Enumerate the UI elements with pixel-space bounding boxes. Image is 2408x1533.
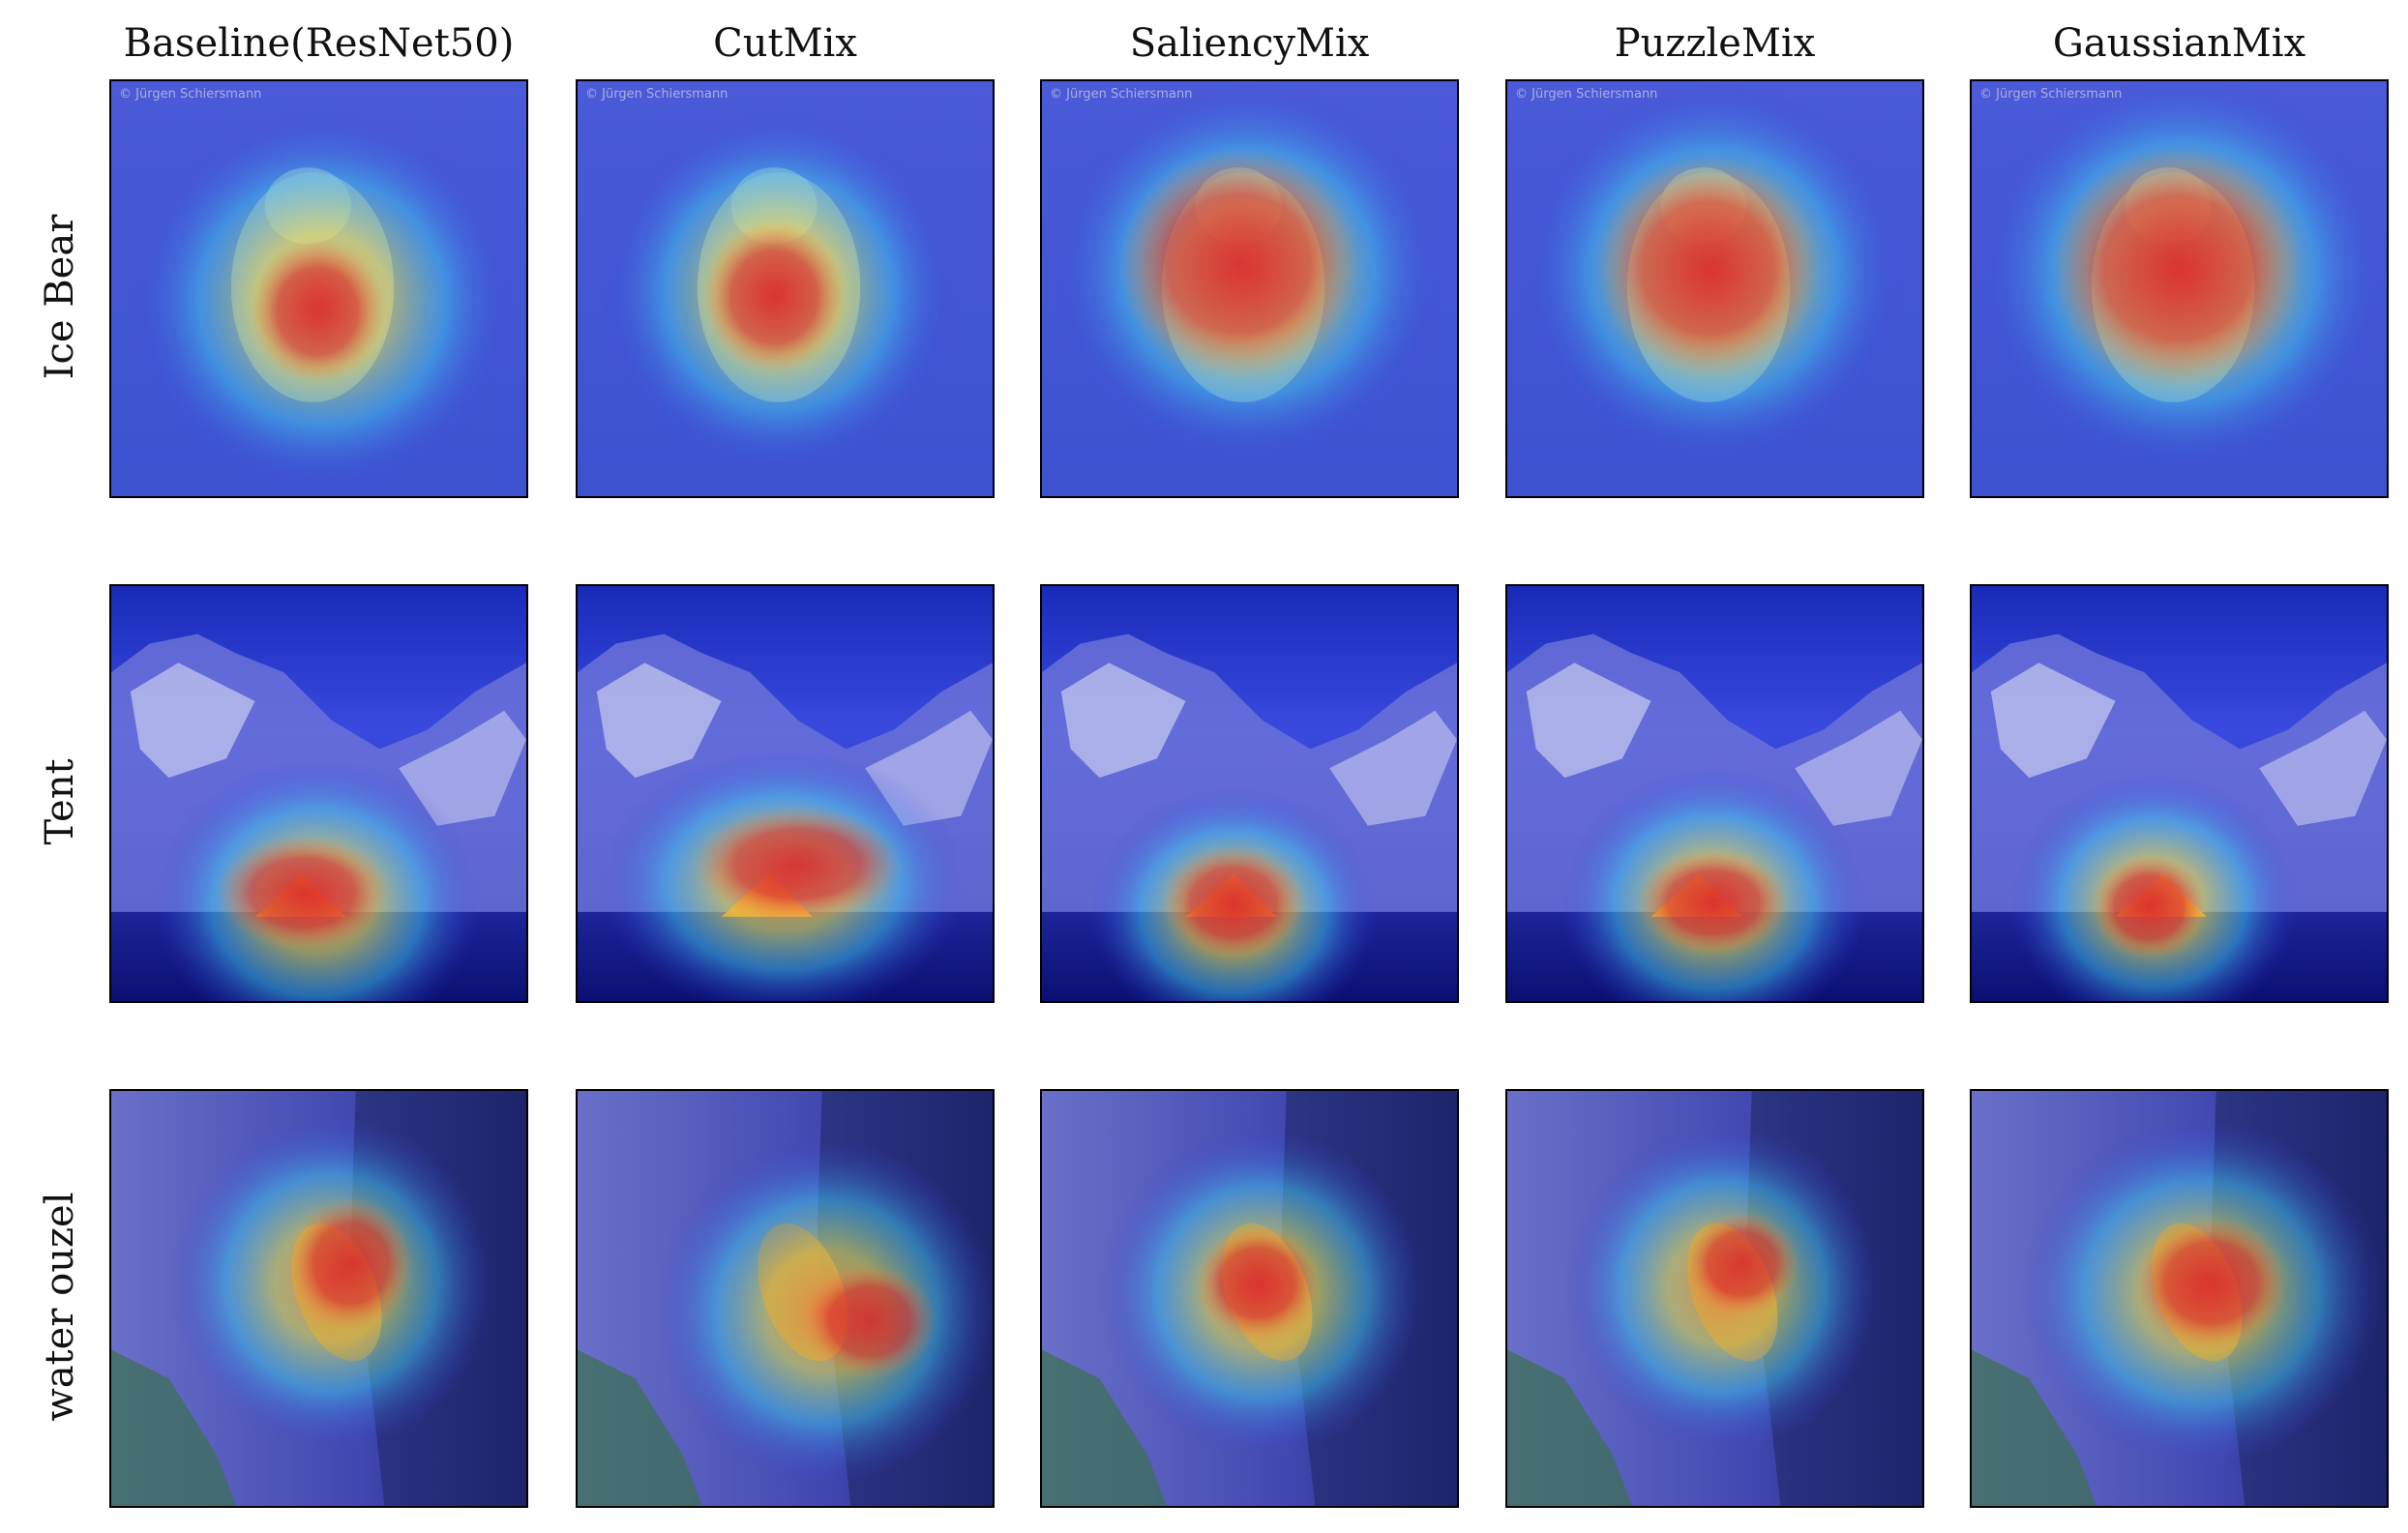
heatmap-hotspot bbox=[2053, 148, 2303, 389]
heatmap-hotspot bbox=[1684, 1210, 1800, 1316]
heatmap-panel-bear-2: © Jürgen Schiersmann bbox=[576, 79, 995, 498]
heatmap-hotspot bbox=[1598, 158, 1819, 379]
heatmap-panel-tent-5 bbox=[1970, 584, 2389, 1003]
snow-patch bbox=[1060, 663, 1186, 779]
heatmap-panel-bear-1: © Jürgen Schiersmann bbox=[109, 79, 528, 498]
heatmap-image bbox=[578, 81, 993, 496]
snow-patch bbox=[1526, 663, 1651, 779]
heatmap-panel-bird-3 bbox=[1040, 1089, 1459, 1508]
heatmap-image bbox=[1042, 586, 1457, 1001]
heatmap-hotspot bbox=[2134, 1215, 2288, 1350]
heatmap-hotspot bbox=[288, 1195, 414, 1331]
snow-patch bbox=[2259, 710, 2387, 826]
column-title: GaussianMix bbox=[2052, 21, 2306, 66]
column-title: CutMix bbox=[713, 21, 857, 66]
heatmap-hotspot bbox=[1161, 844, 1306, 960]
moss-rock bbox=[578, 1349, 702, 1506]
heatmap-image bbox=[578, 586, 993, 1001]
snow-patch bbox=[130, 663, 255, 779]
heatmap-panel-tent-1 bbox=[109, 584, 528, 1003]
heatmap-image bbox=[1507, 81, 1922, 496]
row-label-text: Tent bbox=[38, 758, 82, 845]
heatmap-panel-bear-4: © Jürgen Schiersmann bbox=[1505, 79, 1924, 498]
heatmap-panel-bird-2 bbox=[576, 1089, 995, 1508]
heatmap-panel-bird-4 bbox=[1505, 1089, 1924, 1508]
heatmap-image bbox=[111, 586, 526, 1001]
heatmap-image bbox=[111, 1091, 526, 1506]
heatmap-hotspot bbox=[1195, 1224, 1321, 1341]
photo-watermark: © Jürgen Schiersmann bbox=[1979, 87, 2123, 102]
heatmap-image bbox=[1042, 1091, 1457, 1506]
column-title: PuzzleMix bbox=[1614, 21, 1816, 66]
heatmap-panel-bear-3: © Jürgen Schiersmann bbox=[1040, 79, 1459, 498]
heatmap-image bbox=[111, 81, 526, 496]
moss-rock bbox=[1972, 1349, 2096, 1506]
row-label-text: water ouzel bbox=[38, 1192, 82, 1422]
photo-watermark: © Jürgen Schiersmann bbox=[585, 87, 728, 102]
heatmap-hotspot bbox=[1636, 849, 1791, 956]
photo-watermark: © Jürgen Schiersmann bbox=[119, 87, 262, 102]
column-title: Baseline(ResNet50) bbox=[123, 21, 515, 66]
snow-patch bbox=[1795, 710, 1922, 826]
heatmap-hotspot bbox=[2091, 854, 2207, 960]
heatmap-image bbox=[1972, 1091, 2387, 1506]
moss-rock bbox=[111, 1349, 236, 1506]
heatmap-hotspot bbox=[250, 239, 385, 384]
heatmap-hotspot bbox=[701, 220, 847, 374]
heatmap-panel-tent-3 bbox=[1040, 584, 1459, 1003]
heatmap-image bbox=[1042, 81, 1457, 496]
snow-patch bbox=[1329, 710, 1457, 826]
heatmap-image bbox=[578, 1091, 993, 1506]
heatmap-image bbox=[1507, 1091, 1922, 1506]
heatmap-hotspot bbox=[216, 835, 390, 951]
heatmap-hotspot bbox=[1118, 148, 1358, 379]
snow-patch bbox=[1990, 663, 2116, 779]
photo-watermark: © Jürgen Schiersmann bbox=[1515, 87, 1658, 102]
row-label-text: Ice Bear bbox=[38, 214, 82, 380]
heatmap-panel-bird-1 bbox=[109, 1089, 528, 1508]
heatmap-hotspot bbox=[692, 806, 904, 922]
column-title: SaliencyMix bbox=[1129, 21, 1370, 66]
snow-patch bbox=[596, 663, 722, 779]
heatmap-panel-tent-4 bbox=[1505, 584, 1924, 1003]
heatmap-image bbox=[1972, 81, 2387, 496]
heatmap-image bbox=[1507, 586, 1922, 1001]
photo-watermark: © Jürgen Schiersmann bbox=[1050, 87, 1193, 102]
moss-rock bbox=[1507, 1349, 1632, 1506]
heatmap-panel-bird-5 bbox=[1970, 1089, 2389, 1508]
heatmap-panel-tent-2 bbox=[576, 584, 995, 1003]
heatmap-panel-bear-5: © Jürgen Schiersmann bbox=[1970, 79, 2389, 498]
snow-patch bbox=[399, 710, 526, 826]
moss-rock bbox=[1042, 1349, 1167, 1506]
heatmap-hotspot bbox=[802, 1263, 937, 1379]
heatmap-image bbox=[1972, 586, 2387, 1001]
